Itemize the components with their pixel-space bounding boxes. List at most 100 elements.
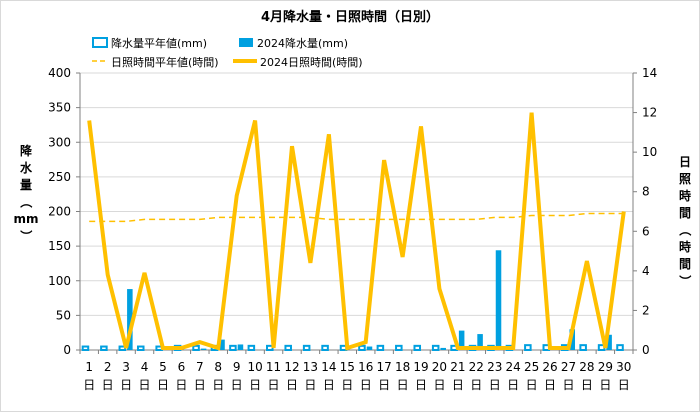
- left-tick-label: 350: [48, 101, 71, 115]
- left-axis-label: mm: [13, 212, 38, 226]
- x-tick-label: 24: [506, 360, 521, 374]
- x-tick-label: 18: [395, 360, 410, 374]
- x-tick-suffix: 日: [341, 378, 353, 392]
- x-tick-suffix: 日: [618, 378, 630, 392]
- left-tick-label: 150: [48, 239, 71, 253]
- x-tick-label: 22: [469, 360, 484, 374]
- x-tick-suffix: 日: [231, 378, 243, 392]
- left-axis-label: 水: [20, 160, 33, 175]
- x-tick-suffix: 日: [526, 378, 538, 392]
- right-axis-label: 日: [679, 155, 691, 169]
- x-tick-suffix: 日: [581, 378, 593, 392]
- x-tick-suffix: 日: [120, 378, 132, 392]
- x-tick-suffix: 日: [175, 378, 187, 392]
- x-tick-suffix: 日: [139, 378, 151, 392]
- x-tick-suffix: 日: [304, 378, 316, 392]
- right-tick-label: 14: [642, 66, 657, 80]
- x-tick-suffix: 日: [470, 378, 482, 392]
- left-tick-label: 250: [48, 170, 71, 184]
- precip-2024-bar: [440, 347, 446, 350]
- x-tick-suffix: 日: [286, 378, 298, 392]
- precip-2024-bar: [219, 339, 225, 350]
- normal-precip-bar: [81, 345, 90, 352]
- left-tick-label: 300: [48, 135, 71, 149]
- precip-2024-bar: [458, 330, 465, 350]
- precip-2024-bar: [495, 250, 502, 350]
- x-tick-label: 21: [450, 360, 465, 374]
- normal-precip-bar: [395, 344, 403, 352]
- x-tick-suffix: 日: [249, 378, 261, 392]
- right-tick-label: 8: [642, 185, 650, 199]
- x-tick-label: 25: [524, 360, 539, 374]
- right-axis-label: 照: [679, 171, 691, 186]
- x-tick-suffix: 日: [157, 378, 169, 392]
- left-tick-label: 100: [48, 274, 71, 288]
- legend-label: 降水量平年値(mm): [111, 36, 207, 50]
- x-tick-suffix: 日: [599, 378, 611, 392]
- normal-precip-bar: [229, 344, 237, 352]
- legend-label: 2024降水量(mm): [257, 36, 348, 50]
- x-tick-suffix: 日: [102, 378, 114, 392]
- left-tick-label: 0: [63, 343, 71, 357]
- normal-precip-bar: [136, 345, 145, 352]
- x-tick-label: 23: [487, 360, 502, 374]
- x-tick-suffix: 日: [323, 378, 335, 392]
- normal-precip-bar: [579, 344, 587, 351]
- x-tick-label: 3: [122, 360, 130, 374]
- precip-2024-bar: [237, 344, 244, 350]
- x-tick-suffix: 日: [415, 378, 427, 392]
- sunshine-2024-line: [87, 112, 626, 351]
- x-tick-label: 9: [233, 360, 241, 374]
- normal-precip-bar: [100, 345, 108, 352]
- normal-precip-bar: [524, 344, 532, 351]
- chart-title: 4月降水量・日照時間（日別）: [261, 9, 439, 25]
- x-tick-label: 17: [377, 360, 392, 374]
- x-tick-suffix: 日: [397, 378, 409, 392]
- right-axis-label: 時: [679, 188, 691, 203]
- x-tick-label: 11: [266, 360, 281, 374]
- normal-sunshine-line: [89, 212, 624, 223]
- x-tick-suffix: 日: [212, 378, 224, 392]
- normal-precip-bar: [192, 344, 200, 352]
- x-tick-label: 27: [561, 360, 576, 374]
- x-tick-label: 30: [616, 360, 631, 374]
- right-tick-label: 0: [642, 343, 650, 357]
- right-axis-label: （: [678, 224, 693, 236]
- x-tick-label: 16: [358, 360, 373, 374]
- right-axis-label: 時: [679, 239, 691, 254]
- x-tick-label: 7: [196, 360, 204, 374]
- x-tick-suffix: 日: [544, 378, 556, 392]
- right-tick-label: 2: [642, 303, 650, 317]
- right-tick-label: 4: [642, 264, 650, 278]
- precip-2024-bar: [366, 346, 373, 350]
- x-tick-label: 26: [542, 360, 557, 374]
- left-tick-label: 200: [48, 205, 71, 219]
- x-tick-label: 10: [247, 360, 262, 374]
- x-tick-label: 20: [432, 360, 447, 374]
- x-tick-suffix: 日: [360, 378, 372, 392]
- legend-label: 日照時間平年値(時間): [111, 55, 219, 69]
- normal-precip-bar: [431, 344, 440, 352]
- x-tick-suffix: 日: [433, 378, 445, 392]
- left-axis-label: ）: [19, 230, 34, 242]
- x-tick-suffix: 日: [489, 378, 501, 392]
- x-tick-suffix: 日: [562, 378, 574, 392]
- x-tick-label: 12: [284, 360, 299, 374]
- left-tick-label: 400: [48, 66, 71, 80]
- left-tick-label: 50: [56, 308, 71, 322]
- x-tick-label: 13: [303, 360, 318, 374]
- normal-precip-bar: [616, 344, 624, 351]
- legend-swatch-normal-precip: [92, 37, 108, 48]
- x-tick-label: 15: [340, 360, 355, 374]
- x-tick-label: 8: [214, 360, 222, 374]
- x-tick-suffix: 日: [378, 378, 390, 392]
- precip-2024-bar: [200, 348, 207, 350]
- x-tick-label: 1: [85, 360, 93, 374]
- x-tick-label: 19: [413, 360, 428, 374]
- precip-2024-bar: [477, 334, 483, 350]
- normal-precip-bar: [413, 344, 422, 352]
- x-tick-label: 29: [598, 360, 613, 374]
- normal-precip-bar: [321, 344, 329, 352]
- x-tick-suffix: 日: [83, 378, 95, 392]
- x-tick-label: 5: [159, 360, 167, 374]
